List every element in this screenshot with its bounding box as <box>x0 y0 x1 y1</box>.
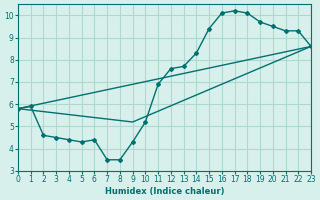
X-axis label: Humidex (Indice chaleur): Humidex (Indice chaleur) <box>105 187 224 196</box>
